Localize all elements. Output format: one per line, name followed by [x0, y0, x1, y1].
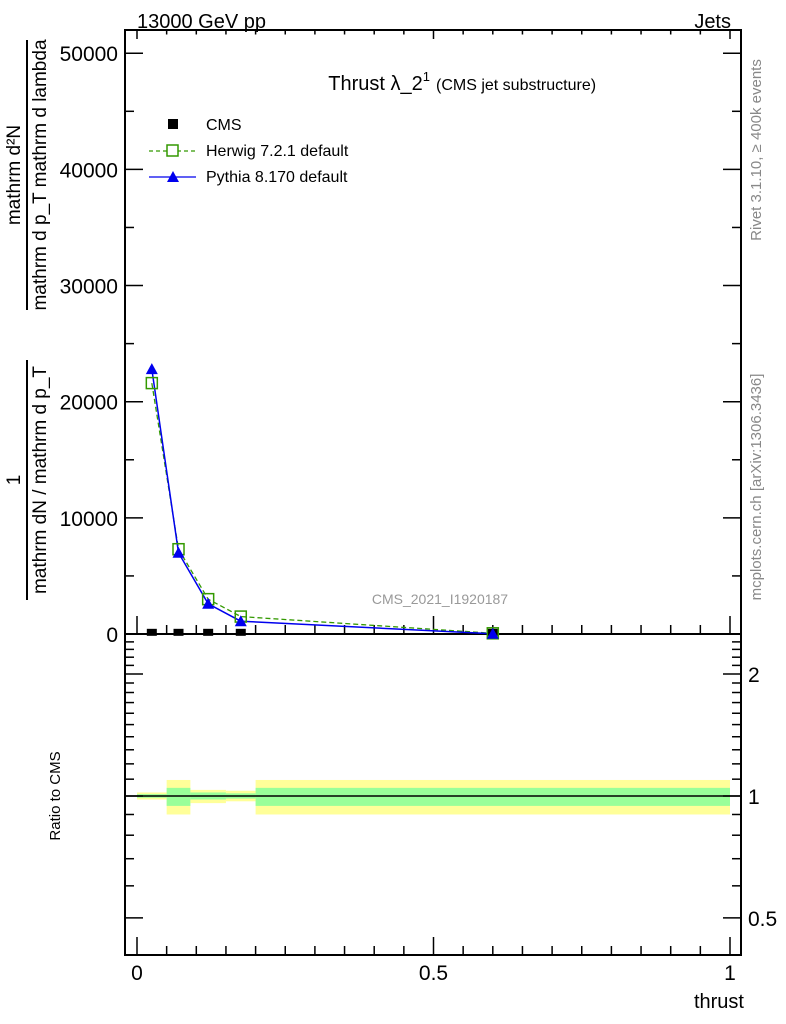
- chart-title: Thrust λ_21: [328, 69, 430, 95]
- legend-label-cms: CMS: [206, 117, 242, 134]
- ratio-band-inner: [255, 787, 730, 806]
- legend-marker-pythia: [167, 171, 179, 182]
- pythia-point: [145, 363, 158, 375]
- xtick-label: 0.5: [419, 962, 448, 985]
- ylabel-num2: mathrm d²N: [4, 125, 25, 225]
- mcplots-label: mcplots.cern.ch [arXiv:1306.3436]: [748, 374, 765, 601]
- header-left: 13000 GeV pp: [137, 11, 266, 33]
- legend-label-herwig: Herwig 7.2.1 default: [206, 143, 349, 160]
- main-ytick-label: 10000: [60, 508, 118, 531]
- cms-point: [173, 628, 184, 636]
- pythia-point: [486, 627, 499, 639]
- xlabel: thrust: [694, 991, 744, 1013]
- legend-label-pythia: Pythia 8.170 default: [206, 169, 348, 186]
- herwig-point: [145, 376, 159, 390]
- pythia-point: [234, 615, 247, 627]
- ratio-ylabel: Ratio to CMS: [47, 751, 64, 840]
- legend-marker-cms: [168, 119, 178, 129]
- header-right: Jets: [694, 11, 731, 33]
- legend: CMS Herwig 7.2.1 default Pythia 8.170 de…: [149, 117, 349, 186]
- ratio-ytick-label: 2: [748, 664, 760, 687]
- rivet-label: Rivet 3.1.10, ≥ 400k events: [748, 59, 765, 241]
- main-ytick-labels: 0 10000 20000 30000 40000 50000: [60, 43, 118, 647]
- cms-point: [235, 628, 246, 636]
- xtick-labels: 0 0.5 1: [131, 962, 736, 985]
- main-ytick-label: 30000: [60, 276, 118, 299]
- ylabel-num1: 1: [4, 475, 25, 486]
- pythia-point: [202, 597, 215, 609]
- ylabel-den1: mathrm dN / mathrm d p_T: [30, 366, 51, 594]
- main-ytick-label: 0: [106, 624, 118, 647]
- series-marks: [145, 363, 500, 640]
- cms-point: [203, 628, 214, 636]
- main-ylabel: mathrm d²N mathrm d p_T mathrm d lambda …: [4, 39, 51, 600]
- main-ytick-label: 20000: [60, 392, 118, 415]
- ylabel-den2: mathrm d p_T mathrm d lambda: [30, 39, 51, 310]
- ratio-ytick-label: 1: [748, 786, 760, 809]
- main-ytick-label: 40000: [60, 159, 118, 182]
- legend-marker-herwig: [166, 144, 179, 157]
- ratio-ytick-labels: 0.5 1 2: [748, 664, 777, 931]
- main-ytick-label: 50000: [60, 43, 118, 66]
- pythia-point: [172, 546, 185, 558]
- xtick-label: 0: [131, 962, 143, 985]
- analysis-watermark: CMS_2021_I1920187: [372, 591, 508, 607]
- ratio-band-inner: [166, 787, 191, 806]
- cms-point: [146, 628, 157, 636]
- ratio-ytick-label: 0.5: [748, 908, 777, 931]
- ratio-bands: [137, 779, 730, 815]
- chart-subtitle: (CMS jet substructure): [436, 77, 596, 94]
- axis-ticks: [125, 30, 741, 955]
- xtick-label: 1: [724, 962, 736, 985]
